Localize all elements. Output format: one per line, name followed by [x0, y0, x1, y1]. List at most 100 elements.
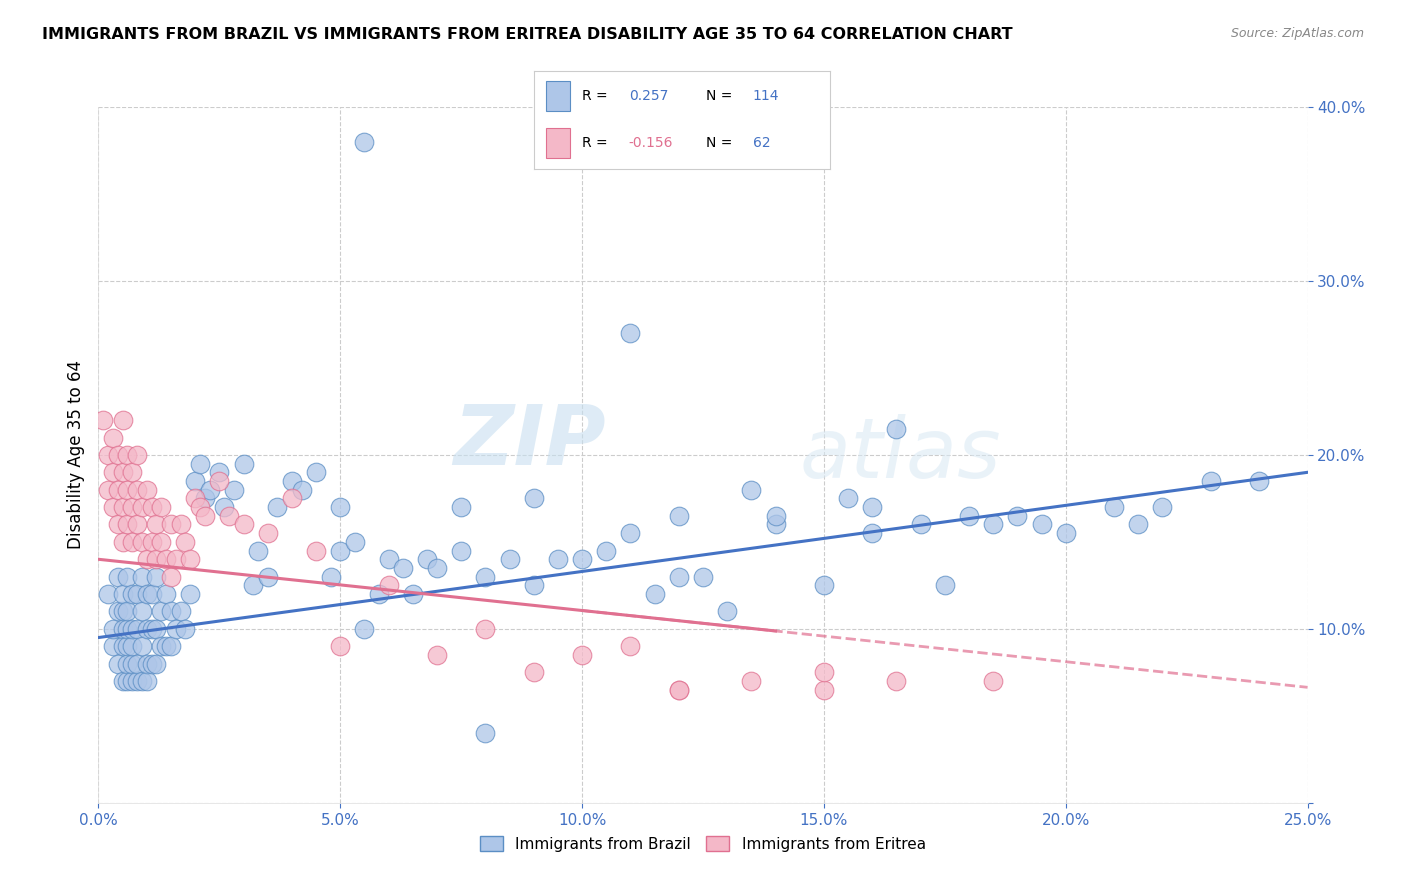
- Point: [160, 639, 183, 653]
- Point: [266, 500, 288, 514]
- Point: [740, 674, 762, 689]
- Text: IMMIGRANTS FROM BRAZIL VS IMMIGRANTS FROM ERITREA DISABILITY AGE 35 TO 64 CORREL: IMMIGRANTS FROM BRAZIL VS IMMIGRANTS FRO…: [42, 27, 1012, 42]
- Point: [121, 622, 143, 636]
- Point: [426, 561, 449, 575]
- Point: [329, 500, 352, 514]
- Point: [145, 570, 167, 584]
- Point: [160, 570, 183, 584]
- Point: [131, 674, 153, 689]
- Point: [571, 552, 593, 566]
- Point: [101, 430, 124, 444]
- Point: [740, 483, 762, 497]
- Text: 0.257: 0.257: [628, 89, 668, 103]
- Point: [188, 457, 211, 471]
- Point: [692, 570, 714, 584]
- Legend: Immigrants from Brazil, Immigrants from Eritrea: Immigrants from Brazil, Immigrants from …: [474, 830, 932, 858]
- Point: [97, 483, 120, 497]
- Point: [765, 517, 787, 532]
- Point: [111, 413, 134, 427]
- Point: [198, 483, 221, 497]
- Point: [981, 517, 1004, 532]
- Point: [111, 674, 134, 689]
- Point: [101, 500, 124, 514]
- Point: [934, 578, 956, 592]
- Point: [368, 587, 391, 601]
- Point: [1031, 517, 1053, 532]
- Point: [256, 526, 278, 541]
- Point: [135, 674, 157, 689]
- Point: [127, 448, 149, 462]
- Point: [281, 474, 304, 488]
- Point: [668, 570, 690, 584]
- Point: [498, 552, 520, 566]
- Point: [135, 483, 157, 497]
- Point: [619, 639, 641, 653]
- Point: [1152, 500, 1174, 514]
- Point: [165, 622, 187, 636]
- Point: [222, 483, 245, 497]
- Point: [886, 674, 908, 689]
- Point: [402, 587, 425, 601]
- Point: [232, 457, 254, 471]
- Text: N =: N =: [706, 136, 737, 150]
- Point: [121, 500, 143, 514]
- Point: [111, 534, 134, 549]
- Point: [1102, 500, 1125, 514]
- Point: [155, 587, 177, 601]
- Point: [145, 622, 167, 636]
- Point: [107, 605, 129, 619]
- Point: [353, 135, 375, 149]
- Point: [111, 466, 134, 480]
- Point: [121, 587, 143, 601]
- Point: [668, 682, 690, 697]
- Point: [111, 639, 134, 653]
- Point: [474, 570, 496, 584]
- Point: [353, 622, 375, 636]
- Point: [145, 517, 167, 532]
- Point: [1128, 517, 1150, 532]
- Point: [188, 500, 211, 514]
- Point: [97, 448, 120, 462]
- Point: [1007, 508, 1029, 523]
- Point: [107, 570, 129, 584]
- Point: [121, 639, 143, 653]
- Point: [155, 639, 177, 653]
- Point: [174, 622, 197, 636]
- Point: [595, 543, 617, 558]
- Point: [1199, 474, 1222, 488]
- Point: [174, 534, 197, 549]
- Point: [179, 552, 201, 566]
- Point: [117, 622, 139, 636]
- Point: [474, 726, 496, 740]
- Point: [107, 657, 129, 671]
- Point: [242, 578, 264, 592]
- Point: [813, 578, 835, 592]
- Point: [860, 526, 883, 541]
- Point: [155, 552, 177, 566]
- Point: [523, 665, 546, 680]
- Point: [523, 491, 546, 506]
- Point: [135, 552, 157, 566]
- Point: [765, 508, 787, 523]
- Point: [416, 552, 439, 566]
- Point: [107, 483, 129, 497]
- Point: [135, 587, 157, 601]
- Point: [117, 570, 139, 584]
- Point: [194, 491, 217, 506]
- Point: [117, 657, 139, 671]
- Point: [160, 605, 183, 619]
- Text: Source: ZipAtlas.com: Source: ZipAtlas.com: [1230, 27, 1364, 40]
- Point: [619, 326, 641, 340]
- Point: [813, 682, 835, 697]
- Point: [450, 543, 472, 558]
- Point: [145, 657, 167, 671]
- Point: [141, 657, 163, 671]
- Point: [141, 587, 163, 601]
- Point: [135, 622, 157, 636]
- Point: [377, 552, 399, 566]
- Point: [131, 605, 153, 619]
- Point: [127, 483, 149, 497]
- Point: [107, 448, 129, 462]
- Point: [127, 622, 149, 636]
- Point: [121, 657, 143, 671]
